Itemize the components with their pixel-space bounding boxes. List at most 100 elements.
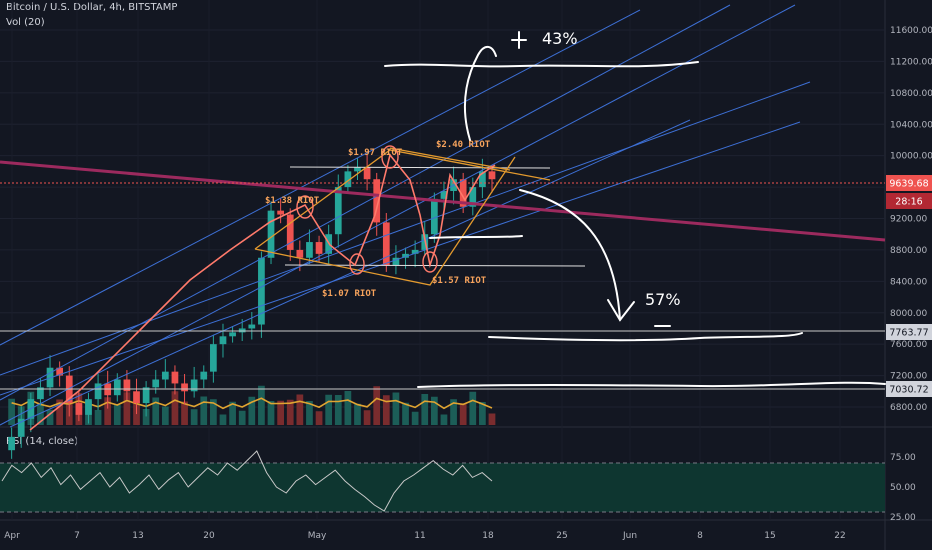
level-badge-7030 xyxy=(886,381,932,397)
rsi-tick-label: 25.00 xyxy=(890,513,916,523)
candle-body xyxy=(133,391,140,404)
price-tick-label: 6800.00 xyxy=(890,403,927,413)
candle-body xyxy=(94,383,102,400)
candle-body xyxy=(315,242,323,254)
volume-bar xyxy=(479,402,486,425)
volume-bar xyxy=(219,414,227,425)
riot-label-5: $1.57 RIOT xyxy=(432,276,487,286)
long-term-trendline xyxy=(0,160,886,242)
candle-body xyxy=(152,379,160,388)
price-tick-label: 10400.00 xyxy=(890,120,932,130)
riot-label-2: $1.97 RIOT xyxy=(348,148,403,158)
volume-bar xyxy=(104,397,112,425)
candle-body xyxy=(488,171,496,180)
time-tick-label: May xyxy=(308,531,327,541)
volume-bar xyxy=(181,401,188,425)
candle-body xyxy=(17,418,25,437)
candle-body xyxy=(296,249,304,258)
volume-bar xyxy=(277,400,284,425)
price-tick-label: 10000.00 xyxy=(890,152,932,162)
volume-bar xyxy=(94,410,102,425)
riot-label-1: $1.38 RIOT xyxy=(265,196,320,206)
last-price-text: 9639.68 xyxy=(889,179,928,190)
volume-bar xyxy=(142,409,150,425)
candle-body xyxy=(267,210,275,258)
price-tick-label: 7200.00 xyxy=(890,372,927,382)
volume-bar xyxy=(152,397,160,425)
candle-body xyxy=(56,367,64,376)
broadening-pattern xyxy=(254,147,551,286)
last-price-badge xyxy=(886,175,932,191)
candle-body xyxy=(440,191,448,199)
volume-bar xyxy=(354,403,361,425)
price-tick-label: 7600.00 xyxy=(890,340,927,350)
volume-bar xyxy=(190,409,198,425)
volume-bar xyxy=(113,405,121,425)
countdown-text: 28:16 xyxy=(895,197,922,208)
circle-marker-3 xyxy=(349,253,365,275)
candle-body xyxy=(411,249,419,254)
candle-body xyxy=(392,257,400,266)
candle-body xyxy=(430,198,438,235)
rsi-axis: 25.00 50.00 75.00 xyxy=(890,453,916,523)
volume-bar xyxy=(200,396,208,425)
price-tick-label: 8800.00 xyxy=(890,246,927,256)
level-text-7030: 7030.72 xyxy=(889,385,928,396)
volume-bar xyxy=(238,410,246,425)
volume-bar xyxy=(440,414,448,425)
circle-marker-2 xyxy=(381,145,399,169)
volume-bar xyxy=(402,402,409,425)
time-tick-label: 7 xyxy=(74,531,80,541)
candle-body xyxy=(402,253,409,258)
time-tick-label: 25 xyxy=(556,531,567,541)
volume-bar xyxy=(488,413,496,425)
price-tick-label: 10800.00 xyxy=(890,89,932,99)
price-tick-label: 8000.00 xyxy=(890,309,927,319)
time-tick-label: Apr xyxy=(4,531,20,541)
candle-body xyxy=(373,179,381,223)
candle-body xyxy=(85,399,92,415)
volume-bar xyxy=(229,401,236,425)
circle-marker-1 xyxy=(296,195,314,219)
candle-body xyxy=(8,436,15,451)
regression-channel xyxy=(0,4,811,428)
time-tick-label: 8 xyxy=(697,531,703,541)
volume-bar xyxy=(171,391,179,425)
volume-bar xyxy=(373,386,381,425)
candle-body xyxy=(190,379,198,392)
candle-body xyxy=(469,187,477,207)
volume-bar xyxy=(392,392,400,425)
pct-up-label: 43% xyxy=(542,29,578,48)
rsi-band-fill xyxy=(0,463,885,512)
volume-bar xyxy=(430,396,438,425)
volume-bar xyxy=(210,399,217,425)
volume-bar xyxy=(306,401,313,425)
level-text-7763: 7763.77 xyxy=(889,328,928,339)
handwritten-drawings xyxy=(384,31,886,388)
volume-bar xyxy=(344,391,352,425)
volume-bar xyxy=(382,395,390,425)
level-badge-7763 xyxy=(886,324,932,340)
candle-body xyxy=(210,344,217,372)
rsi-tick-label: 50.00 xyxy=(890,483,916,493)
candle-body xyxy=(258,257,265,325)
volume-bar xyxy=(267,401,275,425)
volume-bar xyxy=(459,403,467,425)
candle-body xyxy=(37,387,44,400)
pct-down-label: 57% xyxy=(645,290,681,309)
volume-bar xyxy=(450,399,457,425)
rsi-line xyxy=(1,450,493,512)
volume-bar xyxy=(334,395,342,425)
riot-label-4: $1.07 RIOT xyxy=(322,289,377,299)
candle-body xyxy=(479,171,486,188)
candle-body xyxy=(238,328,246,333)
time-tick-label: 18 xyxy=(482,531,494,541)
candle-body xyxy=(161,371,169,380)
time-tick-label: 15 xyxy=(764,531,775,541)
candle-body xyxy=(363,167,371,180)
candle-body xyxy=(123,379,131,392)
candle-body xyxy=(229,332,236,337)
candle-body xyxy=(306,242,313,258)
price-gridlines xyxy=(0,29,885,408)
